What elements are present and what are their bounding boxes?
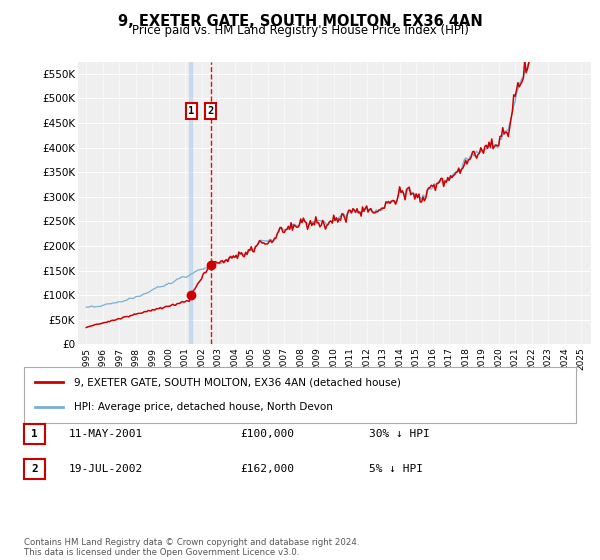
Text: 2: 2 [208,106,214,116]
Text: Contains HM Land Registry data © Crown copyright and database right 2024.
This d: Contains HM Land Registry data © Crown c… [24,538,359,557]
Text: 5% ↓ HPI: 5% ↓ HPI [369,464,423,474]
Text: HPI: Average price, detached house, North Devon: HPI: Average price, detached house, Nort… [74,402,332,412]
Text: 9, EXETER GATE, SOUTH MOLTON, EX36 4AN (detached house): 9, EXETER GATE, SOUTH MOLTON, EX36 4AN (… [74,377,401,388]
Text: 1: 1 [188,106,194,116]
Text: 2: 2 [31,464,38,474]
Text: 19-JUL-2002: 19-JUL-2002 [69,464,143,474]
Text: Price paid vs. HM Land Registry's House Price Index (HPI): Price paid vs. HM Land Registry's House … [131,24,469,37]
Text: 11-MAY-2001: 11-MAY-2001 [69,429,143,439]
Bar [189,62,192,344]
Text: 30% ↓ HPI: 30% ↓ HPI [369,429,430,439]
Text: 1: 1 [31,429,38,439]
Text: £162,000: £162,000 [240,464,294,474]
Text: 9, EXETER GATE, SOUTH MOLTON, EX36 4AN: 9, EXETER GATE, SOUTH MOLTON, EX36 4AN [118,14,482,29]
Text: £100,000: £100,000 [240,429,294,439]
